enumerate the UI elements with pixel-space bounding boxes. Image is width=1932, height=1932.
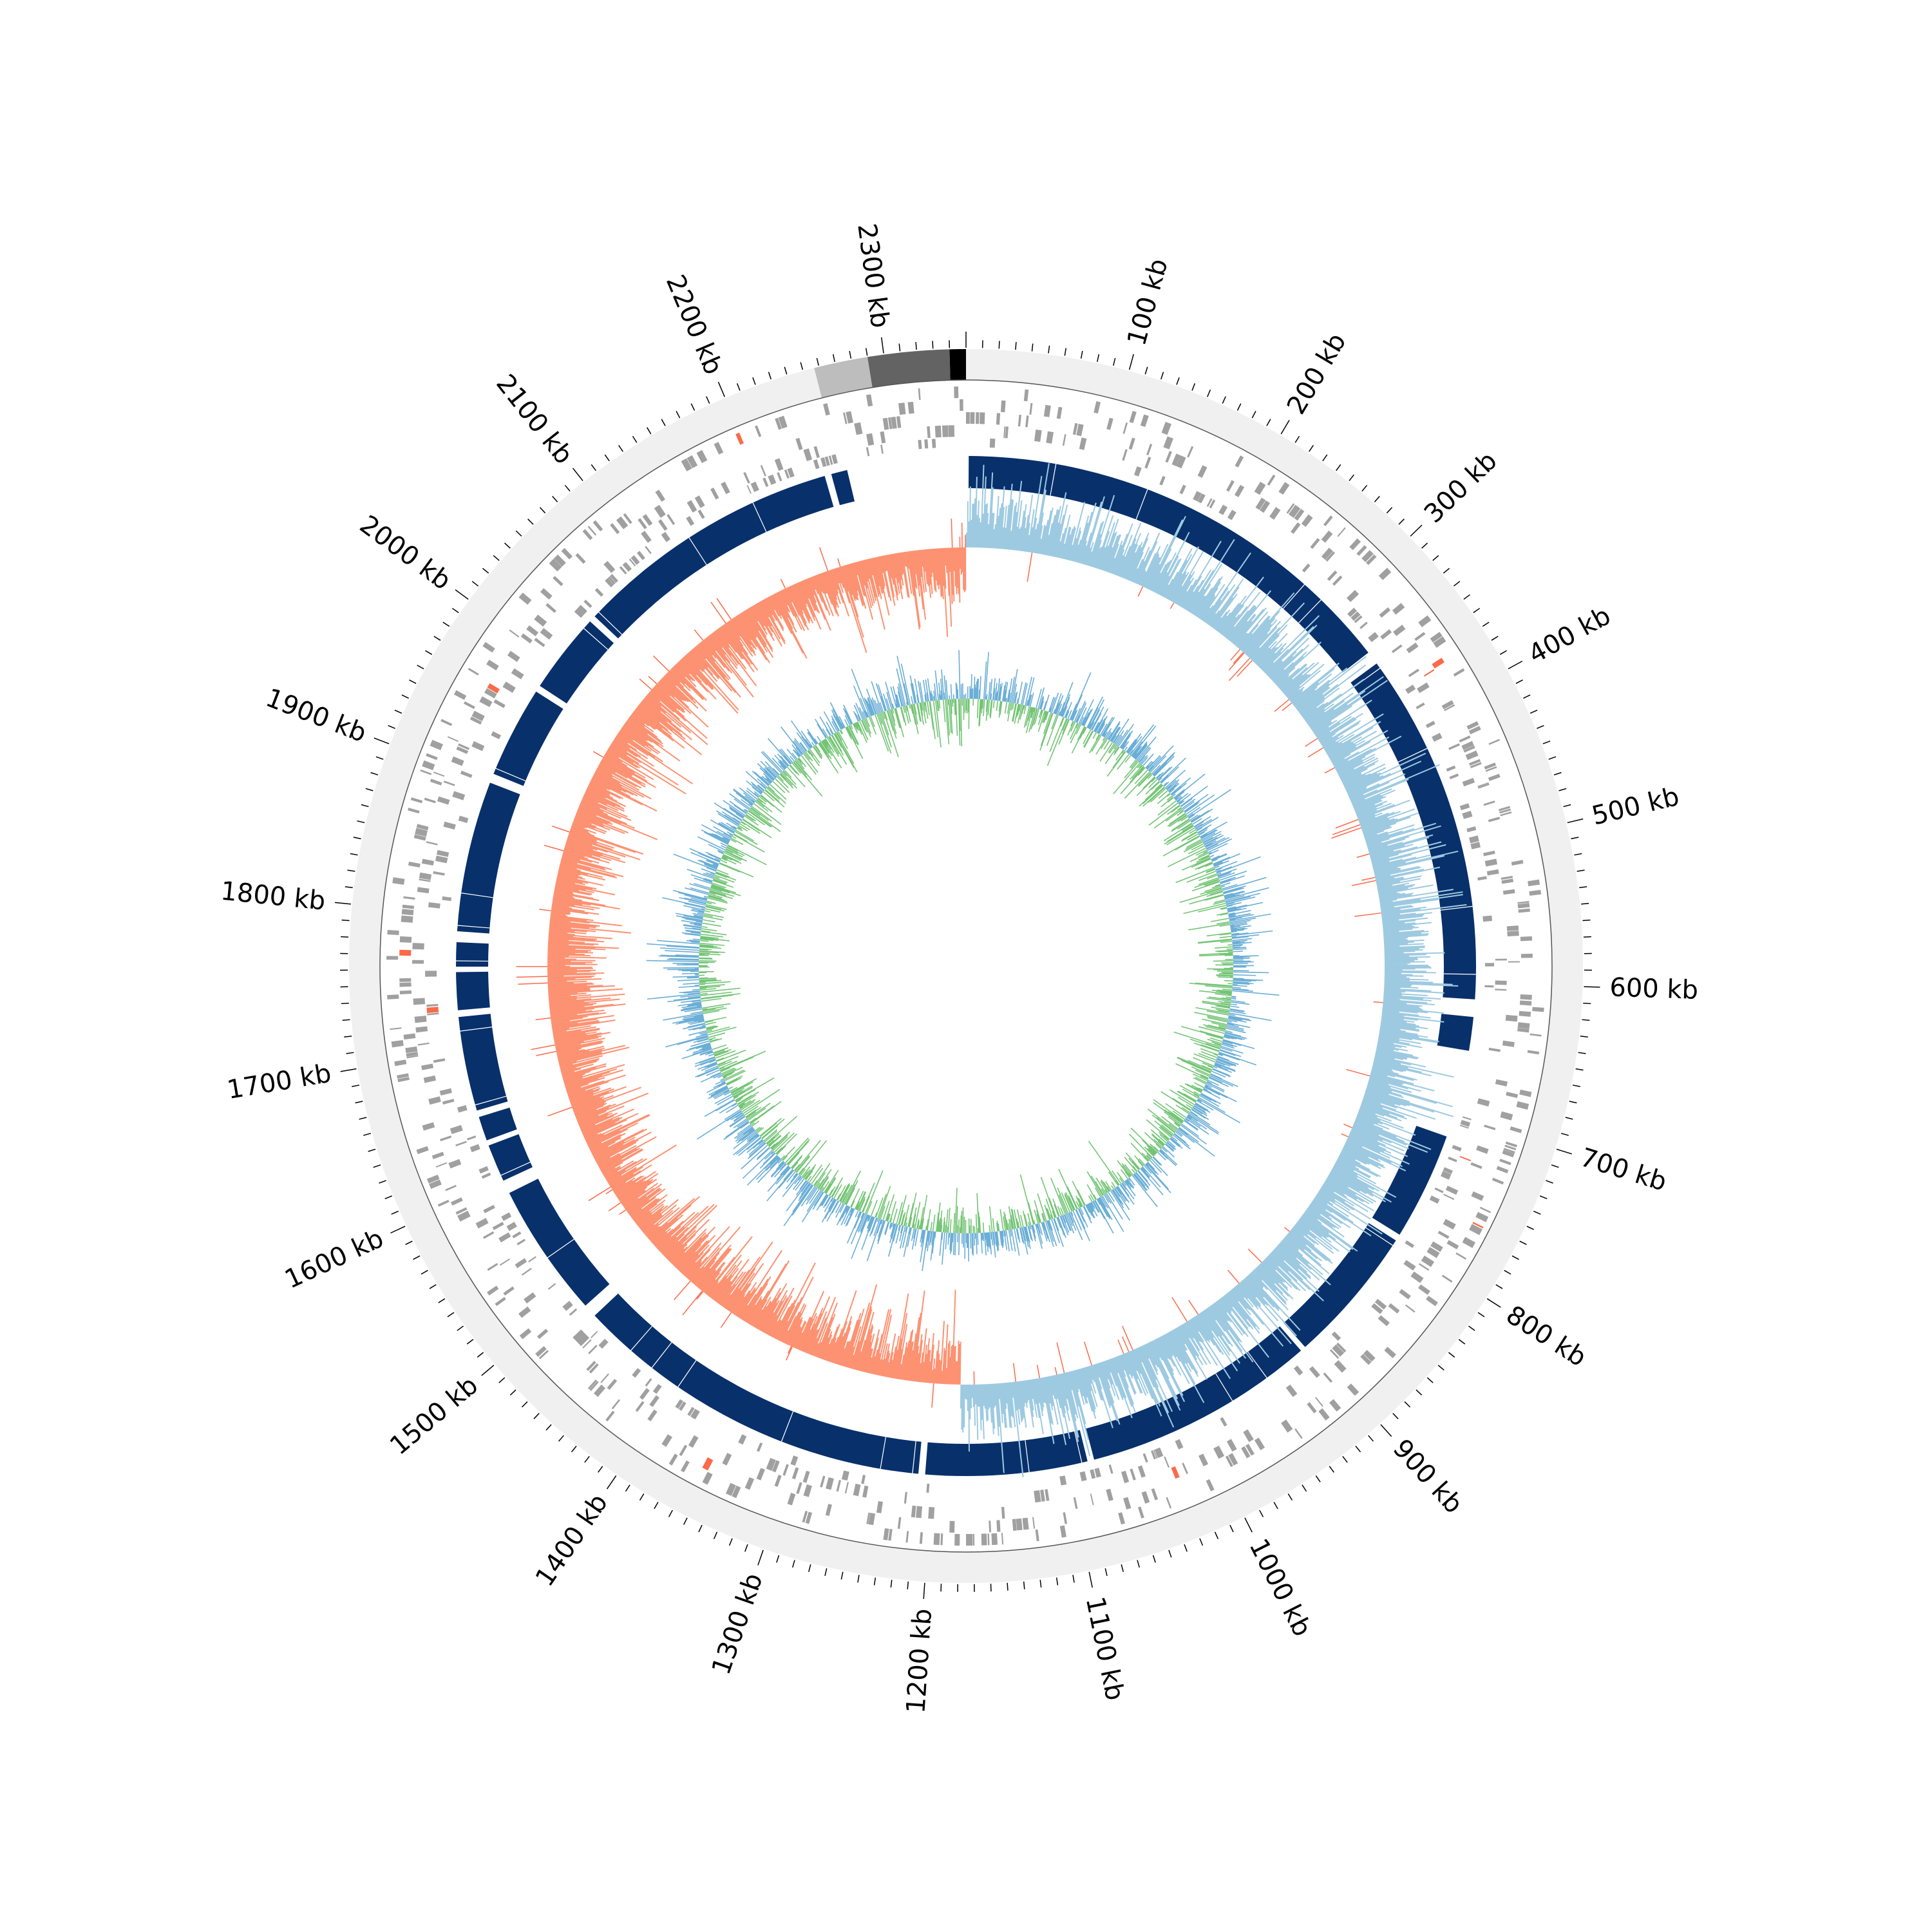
tick-label-800: 800 kb bbox=[1501, 1300, 1592, 1373]
tick-label-2300: 2300 kb bbox=[851, 222, 895, 330]
tick-label-1700: 1700 kb bbox=[225, 1059, 333, 1105]
tick-label-1600: 1600 kb bbox=[280, 1224, 388, 1294]
homology-block-5 bbox=[1283, 1223, 1396, 1347]
gc-content-below bbox=[698, 698, 1234, 1234]
gc-skew-track bbox=[516, 463, 1467, 1477]
tick-label-1300: 1300 kb bbox=[706, 1569, 769, 1678]
tick-label-1500: 1500 kb bbox=[384, 1370, 484, 1461]
contig-ring bbox=[349, 349, 1583, 1583]
tick-label-500: 500 kb bbox=[1589, 782, 1682, 831]
tick-marks bbox=[334, 332, 1600, 1599]
gc-skew-positive bbox=[960, 463, 1467, 1477]
homology-block-3 bbox=[1437, 1014, 1474, 1051]
gc-skew-outliers bbox=[516, 518, 1383, 1408]
tick-label-1000: 1000 kb bbox=[1243, 1534, 1317, 1641]
contig-segment-4 bbox=[949, 349, 966, 381]
tick-label-900: 900 kb bbox=[1387, 1434, 1468, 1519]
tick-labels: 100 kb 200 kb 300 kb 400 kb 500 kb 600 kb 700 … bbox=[219, 222, 1698, 1714]
tick-label-100: 100 kb bbox=[1122, 256, 1174, 349]
tick-label-2200: 2200 kb bbox=[660, 270, 728, 379]
contig-inner-border bbox=[379, 379, 1553, 1553]
homology-block-ring bbox=[456, 456, 1476, 1476]
homology-block-6 bbox=[1086, 1326, 1302, 1460]
tick-label-300: 300 kb bbox=[1419, 446, 1503, 529]
contig-segment-3 bbox=[867, 349, 951, 388]
tick-label-200: 200 kb bbox=[1282, 328, 1352, 419]
homology-block-17 bbox=[540, 621, 614, 704]
homology-block-2 bbox=[1350, 663, 1476, 999]
tick-label-1800: 1800 kb bbox=[219, 876, 327, 916]
tick-mark-lines bbox=[334, 332, 1600, 1599]
tick-label-400: 400 kb bbox=[1524, 601, 1616, 669]
tick-label-2100: 2100 kb bbox=[490, 369, 578, 469]
tick-label-1900: 1900 kb bbox=[261, 683, 370, 749]
homology-block-18 bbox=[594, 476, 834, 639]
homology-block-4 bbox=[1372, 1126, 1447, 1235]
tick-label-1100: 1100 kb bbox=[1080, 1594, 1130, 1703]
homology-block-12 bbox=[458, 1014, 508, 1111]
contig-segment-2 bbox=[814, 357, 873, 398]
gc-skew-negative bbox=[547, 547, 967, 1385]
homology-block-1 bbox=[968, 456, 1368, 673]
homology-block-8 bbox=[594, 1293, 922, 1474]
tick-label-2000: 2000 kb bbox=[354, 510, 457, 596]
tick-label-1200: 1200 kb bbox=[901, 1607, 938, 1714]
homology-block-15 bbox=[457, 782, 520, 934]
homology-block-13 bbox=[456, 971, 490, 1010]
tick-label-600: 600 kb bbox=[1609, 972, 1699, 1005]
homology-block-10 bbox=[488, 1134, 533, 1181]
homology-block-7 bbox=[925, 1430, 1088, 1476]
gc-content-above bbox=[646, 650, 1280, 1271]
homology-block-14 bbox=[456, 942, 489, 967]
tick-label-1400: 1400 kb bbox=[530, 1488, 614, 1591]
homology-block-16 bbox=[493, 691, 564, 786]
tick-label-700: 700 kb bbox=[1577, 1142, 1670, 1197]
homology-block-19 bbox=[831, 469, 855, 506]
homology-block-9 bbox=[509, 1179, 610, 1306]
homology-block-11 bbox=[478, 1107, 517, 1141]
gc-content-track bbox=[646, 650, 1280, 1271]
